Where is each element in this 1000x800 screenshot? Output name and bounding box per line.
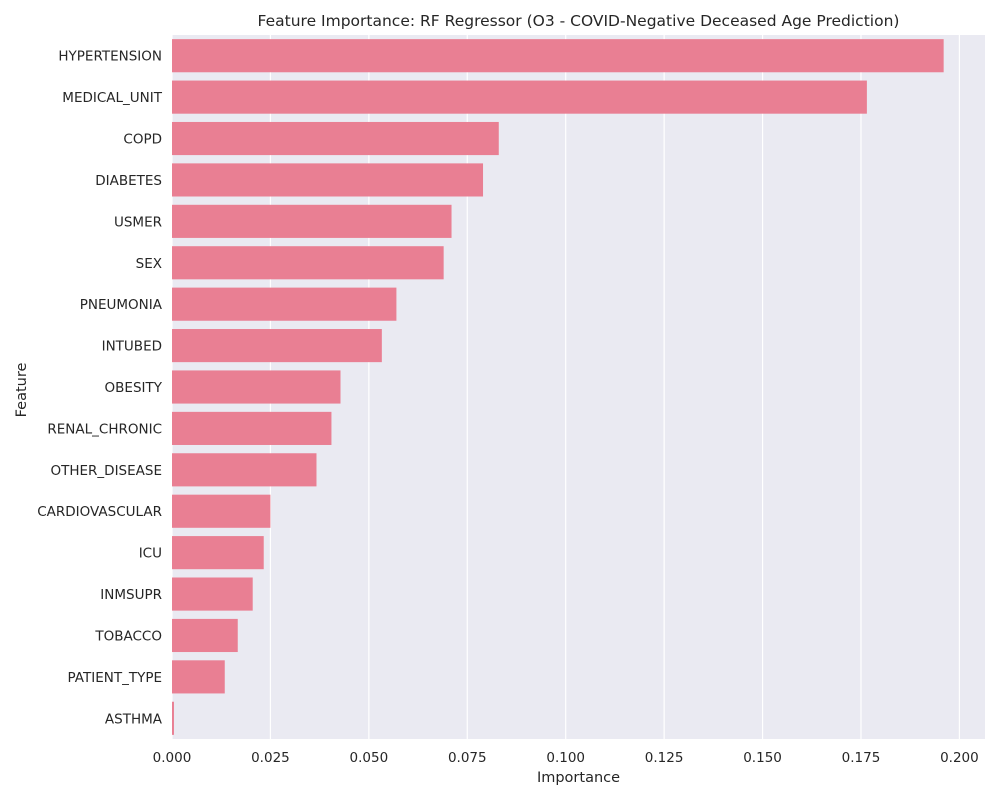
bar-patient-type	[172, 660, 225, 694]
y-tick-label: CARDIOVASCULAR	[37, 504, 162, 520]
bar-intubed	[172, 329, 382, 363]
y-tick-label: ASTHMA	[105, 711, 163, 727]
y-tick-label: TOBACCO	[94, 628, 162, 644]
y-tick-label: COPD	[123, 132, 162, 148]
y-tick-label: ICU	[139, 546, 162, 562]
x-axis-title: Importance	[537, 770, 620, 786]
x-tick-label: 0.100	[546, 750, 585, 766]
x-tick-labels: 0.000 0.025 0.050 0.075 0.100 0.125 0.150 0.175…	[153, 750, 979, 766]
chart-title: Feature Importance: RF Regressor (O3 - C…	[258, 12, 900, 30]
y-tick-label: INTUBED	[102, 339, 162, 355]
y-tick-label: PATIENT_TYPE	[68, 670, 162, 686]
bar-cardiovascular	[172, 494, 271, 528]
bar-pneumonia	[172, 287, 397, 321]
bar-hypertension	[172, 39, 944, 73]
x-tick-label: 0.175	[842, 750, 881, 766]
bar-icu	[172, 536, 264, 570]
bar-tobacco	[172, 618, 238, 653]
x-tick-label: 0.200	[940, 750, 979, 766]
x-tick-label: 0.025	[251, 750, 290, 766]
x-tick-label: 0.050	[350, 750, 389, 766]
y-tick-label: INMSUPR	[100, 587, 162, 603]
bar-sex	[172, 246, 444, 280]
y-tick-label: OBESITY	[105, 380, 163, 396]
bar-inmsupr	[172, 577, 253, 611]
x-tick-label: 0.000	[153, 750, 192, 766]
y-tick-label: MEDICAL_UNIT	[62, 90, 162, 106]
y-tick-label: RENAL_CHRONIC	[47, 421, 162, 437]
bars	[172, 39, 944, 735]
bar-asthma	[172, 701, 174, 735]
bar-diabetes	[172, 163, 484, 197]
bar-copd	[172, 121, 499, 156]
y-tick-label: USMER	[114, 214, 162, 230]
x-tick-label: 0.150	[743, 750, 782, 766]
y-axis-title: Feature	[14, 363, 30, 418]
bar-usmer	[172, 204, 452, 238]
bar-obesity	[172, 370, 341, 404]
y-tick-label: PNEUMONIA	[80, 297, 163, 313]
y-tick-label: SEX	[136, 256, 162, 272]
bar-medical-unit	[172, 80, 867, 114]
y-tick-label: HYPERTENSION	[58, 49, 162, 65]
y-tick-labels: HYPERTENSION MEDICAL_UNIT COPD DIABETES USME…	[37, 49, 163, 728]
bar-other-disease	[172, 453, 317, 487]
y-tick-label: DIABETES	[95, 173, 162, 189]
y-tick-label: OTHER_DISEASE	[51, 463, 163, 479]
x-tick-label: 0.125	[645, 750, 684, 766]
x-tick-label: 0.075	[448, 750, 487, 766]
bar-renal-chronic	[172, 411, 332, 445]
